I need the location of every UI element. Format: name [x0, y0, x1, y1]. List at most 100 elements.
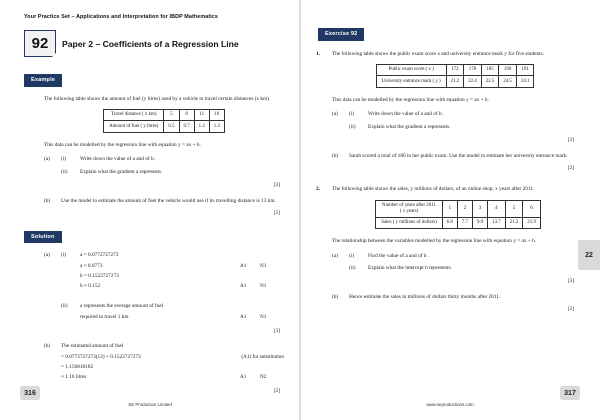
row-label: Amount of fuel ( y litres) [103, 120, 165, 133]
question-number: 2. [316, 185, 321, 192]
question-stem: The following table shows the public exa… [332, 50, 544, 57]
cell: 0.5 [163, 120, 180, 133]
q2-data-table: Number of years after 2011 ( x years) 1 … [375, 199, 541, 229]
cell: 21.2 [504, 216, 524, 229]
right-page: Exercise 92 1. The following table shows… [300, 0, 600, 420]
cell: 22.4 [463, 75, 482, 88]
part-roman: (ii) [61, 169, 68, 176]
exercise-question-1: 1. The following table shows the public … [316, 50, 578, 180]
cell: 21.9 [522, 216, 541, 229]
table-row: Sales ( y millions of dollars) 6.8 7.7 9… [375, 216, 541, 229]
example-model-equation: This data can be modelled by the regress… [44, 141, 201, 148]
cell: 5 [504, 199, 524, 218]
exercise-label: Exercise 92 [318, 28, 365, 41]
working-line: The estimated amount of fuel [61, 342, 284, 351]
part-text: Write down the value of a and of b. [80, 156, 155, 163]
part-letter [332, 264, 349, 273]
part-text: Write down the value of a and of b . [368, 111, 445, 118]
q2-table-wrap: Number of years after 2011 ( x years) 1 … [338, 199, 578, 237]
expression: = 0.0772727273(13) + 0.1522727273 [61, 353, 141, 360]
example-data-table: Travel distance ( x km) 5 8 11 16 Amount… [103, 109, 225, 133]
cell: 172 [445, 64, 465, 77]
expression: a ≈ 0.0773 [80, 262, 103, 269]
part-letter [44, 168, 61, 177]
expression: b ≈ 0.152 [80, 283, 101, 290]
example-part-a-i: (a) (i) Write down the value of a and of… [44, 155, 284, 164]
solution-part-a-i: (a) (i) a = 0.0772727273 a ≈ 0.0773 A1 N… [44, 251, 284, 292]
question-body: The following table shows the public exa… [332, 50, 578, 180]
cell: 191 [515, 64, 535, 77]
part-letter: (a) [332, 111, 338, 118]
q1-data-table: Public exam score ( x ) 172 178 185 190 … [375, 64, 535, 88]
cell: 1 [441, 199, 458, 218]
solution-label: Solution [24, 230, 62, 244]
part-text: Explain what the gradient a represents. [368, 124, 451, 131]
cell: 3 [471, 199, 489, 218]
mark-n: N2 [260, 374, 267, 381]
page-gutter [299, 0, 301, 420]
expression: a = 0.0772727273 [80, 252, 119, 259]
part-text: Explain what the gradient a represents. [80, 169, 163, 176]
cell: 11 [193, 109, 210, 122]
cell: 16 [208, 109, 225, 122]
cell: 21.2 [445, 75, 465, 88]
table-row: Number of years after 2011 ( x years) 1 … [375, 199, 541, 218]
row-label-line1: Number of years after 2011 [382, 202, 436, 208]
solution-marks-a: [3] [273, 327, 280, 334]
working-line: b ≈ 0.152 A1 N1 [80, 282, 284, 291]
cell: 24.5 [498, 75, 517, 88]
cell: 24.1 [515, 75, 535, 88]
page-title: Paper 2 – Coefficients of a Regression L… [62, 38, 239, 49]
question-body: The following table shows the sales, y m… [332, 185, 578, 321]
expression: The estimated amount of fuel [61, 343, 124, 350]
example-label: Example [24, 74, 63, 87]
q1-table-wrap: Public exam score ( x ) 172 178 185 190 … [332, 64, 578, 96]
example-part-b: (b) Use the model to estimate the amount… [44, 197, 284, 206]
q1-model-equation: This data can be modelled by the regress… [332, 96, 489, 103]
row-label: University entrance mark ( y ) [375, 75, 447, 88]
working-lines: a represents the average amount of fuel … [80, 302, 284, 322]
cell: 178 [463, 64, 482, 77]
unit-number-badge: 92 [24, 30, 57, 58]
question-number: 1. [316, 50, 321, 57]
solution-part-b: (b) The estimated amount of fuel = 0.077… [44, 342, 284, 383]
row-label: Sales ( y millions of dollars) [375, 216, 443, 229]
cell: 6.8 [441, 216, 458, 229]
working-lines: The estimated amount of fuel = 0.0772727… [61, 342, 284, 383]
mark-n: N1 [260, 313, 267, 320]
part-letter: (a) [44, 252, 50, 259]
mark-a: A1 [240, 283, 247, 290]
example-stem: The following table shows the amount of … [44, 95, 271, 102]
part-letter: (a) [44, 156, 50, 163]
q1-marks-a: [3] [567, 136, 574, 143]
cell: 7.7 [456, 216, 474, 229]
part-roman: (i) [61, 156, 66, 163]
page-number-left: 316 [20, 386, 40, 400]
solution-block: (a) (i) a = 0.0772727273 a ≈ 0.0773 A1 N… [44, 251, 284, 396]
part-roman: (i) [61, 252, 66, 259]
expression: = 1.156818182 [61, 363, 94, 370]
part-letter: (b) [44, 197, 51, 204]
marks-b: [2] [273, 210, 280, 217]
part-letter-blank [44, 302, 61, 322]
table-row: Amount of fuel ( y litres) 0.5 0.7 1.2 1… [103, 120, 225, 133]
cell: 1.3 [208, 120, 225, 133]
cell: 6 [522, 199, 541, 218]
row-label-line2: ( x years) [399, 208, 419, 214]
row-label: Travel distance ( x km) [103, 109, 165, 122]
cell: 13.7 [487, 216, 506, 229]
mark-a: A1 [240, 262, 247, 269]
part-roman: (ii) [349, 265, 356, 272]
table-row: Travel distance ( x km) 5 8 11 16 [103, 109, 225, 122]
table-row: University entrance mark ( y ) 21.2 22.4… [375, 75, 535, 88]
row-label: Number of years after 2011 ( x years) [375, 199, 443, 218]
q2-marks-a: [3] [567, 278, 574, 285]
solution-part-a-ii: (ii) a represents the average amount of … [44, 302, 284, 322]
expression: required to travel 1 km [80, 313, 129, 320]
mark-a [240, 251, 260, 260]
part-letter [332, 123, 349, 132]
cell: 22.5 [480, 75, 500, 88]
cell: 5 [163, 109, 180, 122]
part-roman: (ii) [61, 303, 68, 310]
